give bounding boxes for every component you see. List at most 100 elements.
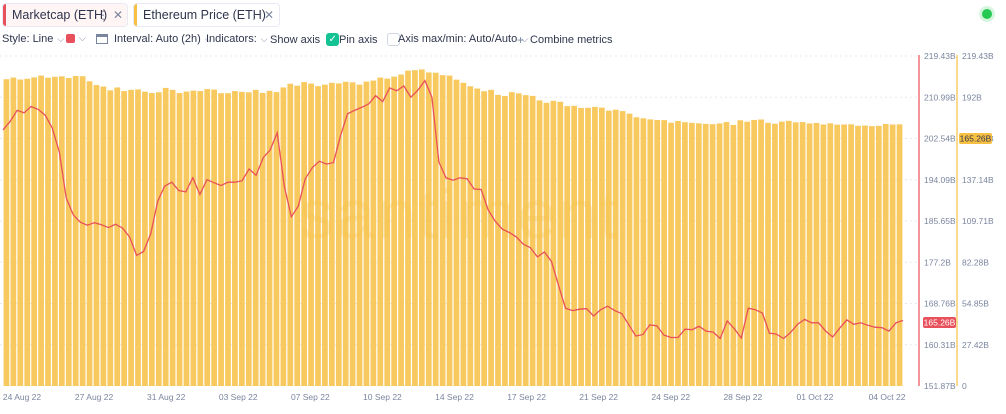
price-bar (536, 100, 543, 386)
price-bar (695, 123, 702, 386)
price-bar (564, 106, 571, 386)
interval-dropdown[interactable]: Interval: Auto (2h) ⌵ (96, 33, 212, 45)
price-bar (785, 120, 792, 387)
right-tick-label: 54.85B (962, 299, 989, 309)
price-bar (758, 119, 764, 386)
price-bar (460, 82, 467, 386)
right-tick-label: 109.71B (962, 216, 994, 226)
right-axis-ticks: 219.43B192B164.57B137.14B109.71B82.28B54… (962, 51, 994, 391)
price-bar (10, 77, 17, 386)
chevron-down-icon: ⌵ (79, 33, 86, 43)
right-tick-label: 0 (962, 381, 967, 391)
price-bar (238, 91, 245, 386)
price-bar (737, 120, 744, 386)
left-tick-label: 210.99B (924, 92, 956, 102)
price-bar (709, 124, 716, 386)
price-bar (204, 89, 211, 387)
tab-ethereum-price[interactable]: Ethereum Price (ETH) ⋮ ✕ (133, 3, 280, 27)
close-icon[interactable]: ✕ (113, 8, 124, 22)
price-bar (889, 124, 896, 386)
chevron-down-icon: ⌵ (521, 33, 529, 44)
price-bar (266, 90, 273, 386)
left-current-badge: 165.26B (923, 317, 956, 328)
price-bar (827, 123, 834, 386)
price-bar (550, 100, 557, 386)
left-tick-label: 219.43B (924, 51, 956, 61)
price-bar (232, 91, 238, 386)
price-bar (474, 88, 481, 386)
price-bar (571, 105, 578, 386)
metric-tabs: Marketcap (ETH) ⋮ ✕ Ethereum Price (ETH)… (0, 0, 1006, 30)
color-picker[interactable]: ⌵ (66, 33, 86, 44)
price-bar (190, 90, 197, 386)
price-bar (17, 79, 24, 386)
price-bar (626, 113, 633, 386)
price-bar (633, 117, 640, 387)
price-bar (619, 111, 626, 386)
pin-axis-label: Pin axis (339, 33, 378, 46)
show-axis-toggle[interactable]: Show axis ✓ (270, 33, 340, 46)
price-bar (169, 89, 176, 387)
checkbox-unchecked-icon[interactable] (386, 33, 400, 46)
price-bar (799, 122, 806, 387)
price-bar (820, 124, 827, 386)
x-tick-label: 01 Oct 22 (796, 392, 833, 402)
price-bar (114, 87, 121, 386)
price-bar (841, 124, 848, 386)
more-icon[interactable]: ⋮ (248, 8, 260, 22)
price-bar (259, 92, 266, 387)
price-bar (211, 89, 218, 387)
price-bar (398, 74, 404, 387)
price-bar (280, 87, 287, 386)
price-bar (218, 93, 224, 387)
axis-maxmin-dropdown[interactable]: Axis max/min: Auto/Auto ⌵ (398, 33, 528, 45)
style-label: Style: Line (2, 33, 54, 45)
price-bar (592, 106, 598, 386)
right-current-label: 165.26B (960, 134, 992, 144)
price-bar (79, 76, 86, 386)
x-tick-label: 21 Sep 22 (579, 392, 618, 402)
indicators-dropdown[interactable]: Indicators: ⌵ (206, 33, 268, 45)
price-bar (391, 76, 398, 386)
price-bar (142, 91, 148, 386)
tab-marketcap[interactable]: Marketcap (ETH) ⋮ ✕ (2, 3, 128, 27)
more-icon[interactable]: ⋮ (97, 8, 109, 22)
price-bar (425, 72, 432, 386)
price-bar (155, 92, 162, 386)
x-tick-label: 04 Oct 22 (869, 392, 906, 402)
left-current-label: 165.26B (924, 318, 956, 328)
combine-metrics-label: Combine metrics (530, 34, 613, 46)
price-bar (682, 122, 688, 387)
price-bar (668, 122, 674, 387)
chevron-down-icon: ⌵ (260, 33, 268, 44)
price-bar (661, 120, 668, 386)
price-bar (488, 89, 494, 387)
price-bar (502, 96, 508, 386)
price-bar (58, 76, 65, 386)
checkbox-checked-icon[interactable]: ✓ (326, 33, 340, 46)
close-icon[interactable]: ✕ (264, 8, 275, 22)
right-tick-label: 82.28B (962, 257, 989, 267)
price-bar (349, 82, 356, 386)
tab-label: Marketcap (ETH) (12, 8, 108, 22)
x-tick-label: 17 Sep 22 (507, 392, 546, 402)
price-bar (245, 92, 252, 386)
price-bar (730, 124, 737, 386)
price-bar (322, 84, 328, 387)
style-dropdown[interactable]: Style: Line ⌵ (2, 33, 64, 45)
price-bar (225, 93, 231, 387)
combine-metrics-button[interactable]: + Combine metrics (517, 33, 613, 47)
show-axis-label: Show axis (270, 33, 321, 46)
price-bar (121, 91, 128, 386)
tab-label: Ethereum Price (ETH) (143, 8, 266, 22)
price-bar (585, 107, 591, 387)
calendar-icon (96, 34, 108, 44)
price-bar (52, 76, 58, 386)
pin-axis-toggle[interactable]: Pin axis (339, 33, 400, 46)
left-tick-label: 185.65B (924, 216, 956, 226)
price-bar (24, 78, 31, 386)
price-bar (100, 86, 107, 386)
right-tick-label: 219.43B (962, 51, 994, 61)
plus-icon: + (517, 33, 525, 47)
